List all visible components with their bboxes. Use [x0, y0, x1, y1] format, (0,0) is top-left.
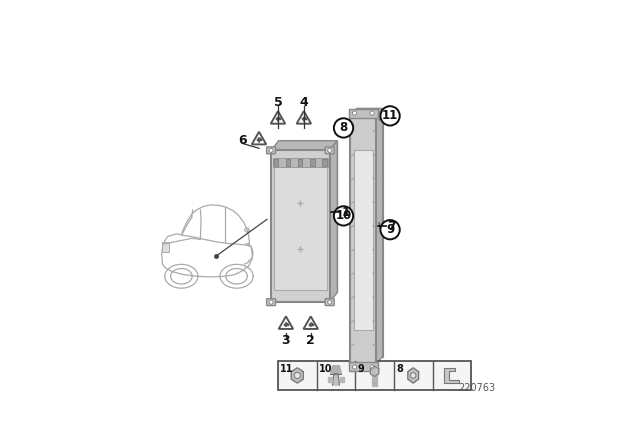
FancyBboxPatch shape: [286, 159, 291, 166]
Text: 220763: 220763: [458, 383, 495, 392]
Polygon shape: [278, 141, 337, 293]
Polygon shape: [351, 116, 376, 364]
Text: 8: 8: [339, 121, 348, 134]
Circle shape: [370, 111, 374, 115]
Text: 4: 4: [300, 95, 308, 108]
Polygon shape: [330, 366, 342, 374]
FancyBboxPatch shape: [349, 362, 378, 371]
Circle shape: [380, 106, 400, 125]
Circle shape: [294, 372, 300, 379]
Circle shape: [334, 118, 353, 138]
Polygon shape: [351, 108, 383, 116]
FancyBboxPatch shape: [323, 159, 326, 166]
FancyBboxPatch shape: [298, 159, 303, 166]
Circle shape: [353, 365, 356, 369]
Text: 11: 11: [382, 109, 398, 122]
FancyBboxPatch shape: [163, 242, 168, 252]
FancyBboxPatch shape: [267, 299, 276, 306]
Text: 5: 5: [274, 95, 282, 108]
Text: 2: 2: [307, 334, 315, 347]
Text: 6: 6: [238, 134, 247, 146]
Text: 1: 1: [341, 206, 350, 219]
FancyBboxPatch shape: [273, 158, 328, 167]
Polygon shape: [376, 108, 383, 364]
Polygon shape: [340, 377, 344, 382]
Polygon shape: [354, 151, 373, 330]
Circle shape: [334, 206, 353, 225]
Polygon shape: [444, 368, 460, 383]
Polygon shape: [372, 374, 377, 386]
Circle shape: [353, 111, 356, 115]
Polygon shape: [271, 141, 337, 151]
FancyBboxPatch shape: [349, 109, 378, 117]
Text: 7: 7: [387, 220, 396, 233]
FancyBboxPatch shape: [325, 147, 334, 154]
Polygon shape: [330, 141, 337, 302]
Text: 11: 11: [280, 363, 294, 374]
Circle shape: [380, 220, 400, 239]
Text: 9: 9: [358, 363, 364, 374]
Circle shape: [370, 365, 374, 369]
FancyBboxPatch shape: [274, 163, 327, 290]
Polygon shape: [371, 366, 379, 376]
Text: 10: 10: [335, 209, 351, 222]
FancyBboxPatch shape: [274, 159, 278, 166]
Polygon shape: [271, 151, 330, 302]
Circle shape: [410, 373, 416, 378]
Circle shape: [269, 300, 273, 304]
Text: 10: 10: [319, 363, 333, 374]
Polygon shape: [333, 374, 339, 385]
Circle shape: [328, 300, 332, 304]
FancyBboxPatch shape: [278, 361, 471, 390]
Circle shape: [328, 148, 332, 152]
Text: 9: 9: [386, 223, 394, 236]
Text: 8: 8: [396, 363, 403, 374]
Circle shape: [269, 148, 273, 152]
Polygon shape: [328, 377, 332, 382]
Text: 3: 3: [282, 334, 290, 347]
FancyBboxPatch shape: [325, 299, 334, 306]
Polygon shape: [408, 368, 419, 383]
Polygon shape: [356, 108, 383, 357]
FancyBboxPatch shape: [310, 159, 314, 166]
FancyBboxPatch shape: [267, 147, 276, 154]
Polygon shape: [291, 368, 303, 383]
